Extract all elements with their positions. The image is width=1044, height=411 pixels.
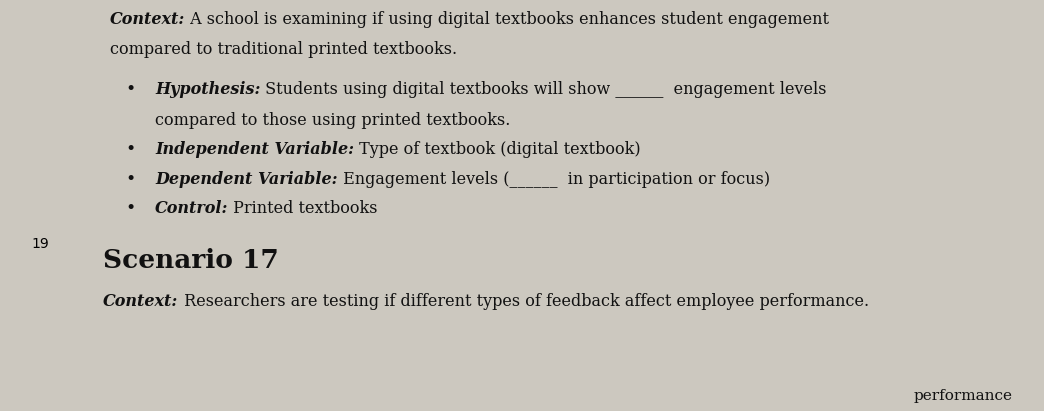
Text: Control:: Control: <box>155 200 229 217</box>
Text: 19: 19 <box>31 237 49 251</box>
Text: performance: performance <box>914 389 1013 403</box>
Text: Context:: Context: <box>103 293 179 310</box>
Text: •: • <box>125 171 136 187</box>
Text: Students using digital textbooks will show ______  engagement levels: Students using digital textbooks will sh… <box>260 81 827 99</box>
Text: •: • <box>125 81 136 99</box>
Text: Researchers are testing if different types of feedback affect employee performan: Researchers are testing if different typ… <box>179 293 869 310</box>
Text: Dependent Variable:: Dependent Variable: <box>155 171 337 187</box>
Text: compared to those using printed textbooks.: compared to those using printed textbook… <box>155 111 511 129</box>
Text: Context:: Context: <box>110 11 185 28</box>
Text: Independent Variable:: Independent Variable: <box>155 141 354 158</box>
Text: compared to traditional printed textbooks.: compared to traditional printed textbook… <box>110 41 457 58</box>
Text: Engagement levels (______  in participation or focus): Engagement levels (______ in participati… <box>337 171 769 187</box>
Text: Type of textbook (digital textbook): Type of textbook (digital textbook) <box>354 141 641 158</box>
Text: •: • <box>125 200 136 217</box>
Text: Printed textbooks: Printed textbooks <box>229 200 378 217</box>
Text: Scenario 17: Scenario 17 <box>103 248 279 273</box>
Text: Hypothesis:: Hypothesis: <box>155 81 260 99</box>
Text: •: • <box>125 141 136 158</box>
Text: A school is examining if using digital textbooks enhances student engagement: A school is examining if using digital t… <box>185 11 829 28</box>
